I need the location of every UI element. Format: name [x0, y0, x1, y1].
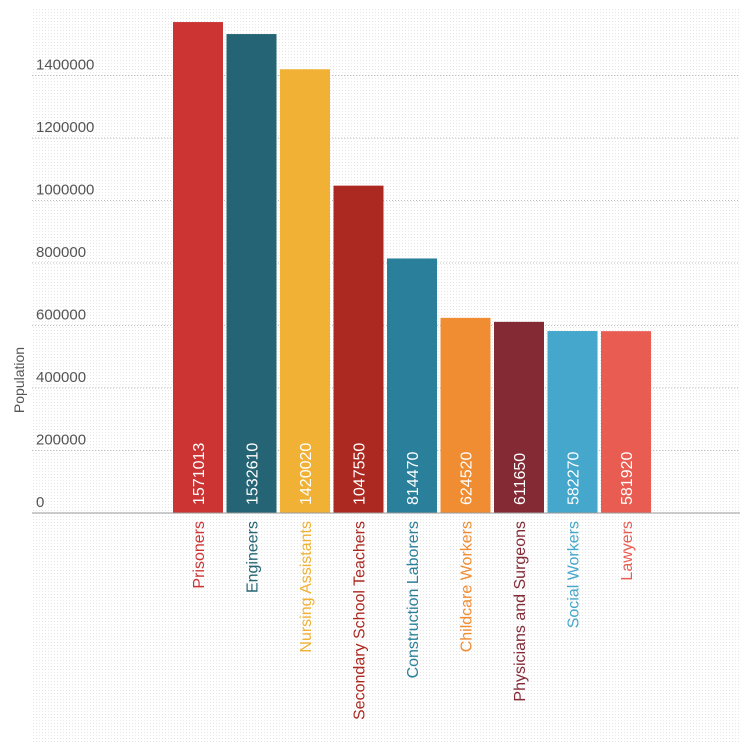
y-axis-title: Population: [11, 347, 27, 413]
y-axis-ticks: 0 200000 400000 600000 800000 1000000 1200000 1…: [36, 57, 94, 512]
y-tick-label: 1000000: [36, 182, 94, 199]
category-label: Nursing Assistants: [298, 521, 315, 653]
y-tick-label: 600000: [36, 307, 86, 324]
bar-secondary-school-teachers: [333, 185, 384, 513]
bar-value-label: 1571013: [191, 443, 208, 505]
category-label: Secondary School Teachers: [352, 521, 369, 720]
category-label: Construction Laborers: [405, 521, 422, 678]
category-label: Childcare Workers: [459, 521, 476, 652]
y-tick-label: 1400000: [36, 57, 94, 74]
bars: [173, 22, 651, 514]
bar-physicians-and-surgeons: [494, 321, 544, 513]
category-label: Engineers: [245, 521, 262, 593]
bar-lawyers: [601, 331, 651, 513]
bar-prisoners: [173, 22, 223, 513]
y-tick-label: 400000: [36, 369, 86, 386]
category-label: Social Workers: [566, 521, 583, 628]
y-tick-label: 1200000: [36, 119, 94, 136]
bar-nursing-assistants: [280, 69, 330, 514]
category-label: Lawyers: [619, 521, 636, 581]
bar-social-workers: [547, 331, 598, 513]
bar-value-label: 1047550: [352, 443, 369, 505]
bar-value-label: 582270: [566, 452, 583, 505]
y-tick-label: 200000: [36, 432, 86, 449]
y-tick-label: 800000: [36, 244, 86, 261]
bar-value-label: 624520: [459, 452, 476, 505]
category-label: Prisoners: [191, 521, 208, 589]
data-labels: 1571013 1532610 1420020 1047550 814470 624520…: [191, 443, 636, 505]
bar-value-label: 1532610: [245, 443, 262, 505]
bar-value-label: 611650: [512, 453, 529, 505]
bar-construction-laborers: [387, 258, 437, 513]
y-tick-label: 0: [36, 494, 44, 511]
category-labels: Prisoners Engineers Nursing Assistants Seco…: [191, 521, 636, 720]
bar-childcare-workers: [440, 317, 491, 513]
bar-value-label: 581920: [619, 452, 636, 505]
bar-value-label: 814470: [405, 452, 422, 505]
bar-engineers: [226, 34, 277, 513]
grid-lines: [32, 75, 740, 451]
bar-value-label: 1420020: [298, 443, 315, 505]
category-label: Physicians and Surgeons: [512, 521, 529, 702]
